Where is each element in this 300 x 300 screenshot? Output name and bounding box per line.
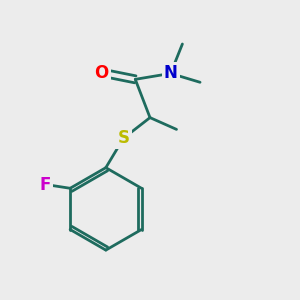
- Text: O: O: [94, 64, 109, 82]
- Text: F: F: [39, 176, 51, 194]
- Text: S: S: [118, 129, 130, 147]
- Text: N: N: [164, 64, 178, 82]
